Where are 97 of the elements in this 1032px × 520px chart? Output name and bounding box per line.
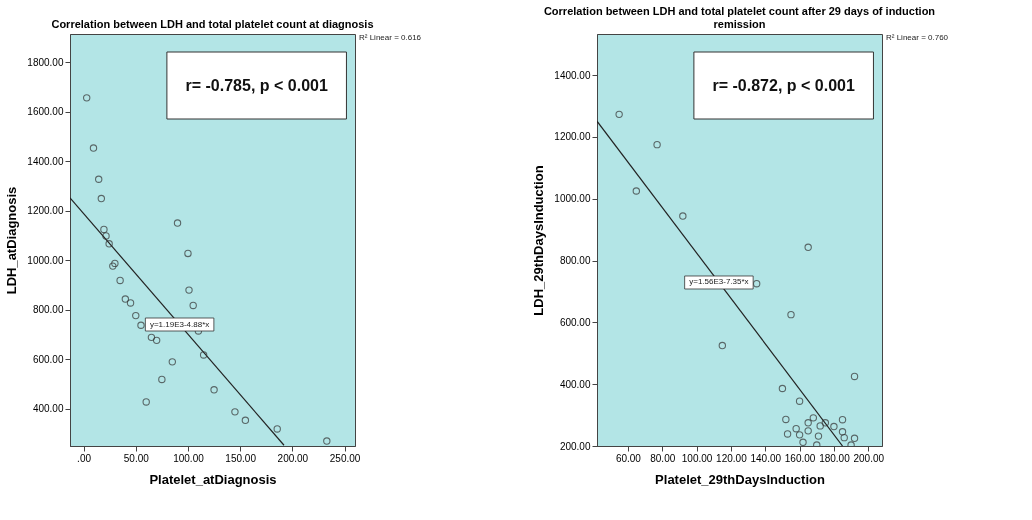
y-tick-label: 800.00 [32, 304, 64, 316]
point [121, 295, 130, 303]
y-tick-label: 1200.00 [554, 131, 591, 143]
point [799, 438, 807, 446]
point [273, 425, 281, 433]
y-tick-label: 1400.00 [27, 155, 64, 167]
point [142, 398, 150, 406]
point [95, 175, 103, 183]
point [804, 243, 812, 251]
point [116, 276, 124, 285]
y-tick-label: 1400.00 [554, 69, 591, 81]
y-axis-title: LDH_29thDaysInduction [531, 165, 547, 316]
point [152, 336, 161, 345]
y-tick-label: 200.00 [559, 440, 591, 452]
point [816, 422, 824, 430]
point [838, 428, 847, 436]
point [752, 280, 761, 288]
point [132, 311, 140, 320]
point [850, 434, 859, 442]
y-tick-label: 1000.00 [554, 193, 591, 205]
x-tick-label: 200.00 [277, 452, 309, 464]
y-axis-title: LDH_atDiagnosis [4, 186, 20, 295]
point [89, 144, 98, 152]
point [126, 299, 135, 307]
point [111, 259, 119, 268]
point [840, 433, 848, 442]
x-tick-label: 120.00 [716, 452, 748, 464]
x-tick-label: 80.00 [650, 452, 676, 464]
point [168, 358, 177, 366]
point [100, 225, 108, 234]
point [158, 375, 166, 384]
x-tick-label: 100.00 [681, 452, 713, 464]
point [830, 422, 838, 431]
point [804, 419, 812, 427]
point [814, 432, 823, 440]
point [809, 414, 818, 422]
point [838, 416, 847, 424]
point [147, 333, 156, 342]
x-tick-label: 250.00 [329, 452, 361, 464]
annotation: y=1.56E3-7.35*x [689, 277, 749, 287]
annotation: r= -0.785, p < 0.001 [185, 77, 328, 94]
point [653, 140, 661, 149]
y-tick-label: 400.00 [32, 403, 64, 415]
chart-title: Correlation between LDH and total platelet count after 29 days of induction remission [543, 5, 936, 30]
point [795, 397, 804, 405]
point [184, 249, 192, 258]
point [783, 430, 792, 438]
point [679, 212, 687, 220]
x-tick-label: 60.00 [615, 452, 642, 464]
x-tick-label: 50.00 [123, 452, 150, 464]
x-tick-label: 180.00 [819, 452, 851, 464]
x-tick-label: 160.00 [784, 452, 816, 464]
point [199, 351, 208, 359]
point [795, 431, 804, 439]
point [787, 310, 795, 319]
y-tick-label: 400.00 [559, 378, 591, 390]
x-tick-label: 200.00 [853, 452, 885, 464]
point [173, 219, 182, 227]
chart-title: Correlation between LDH and total platelet count at diagnosis [51, 18, 374, 30]
x-tick-label: 140.00 [750, 452, 782, 464]
point [804, 427, 812, 435]
point [632, 187, 641, 195]
point [137, 321, 145, 329]
point [109, 262, 117, 270]
x-tick-label: 150.00 [225, 452, 257, 464]
text: R² Linear = 0.760 [886, 33, 949, 42]
x-tick-label: .00 [77, 452, 92, 464]
x-axis-title: Platelet_atDiagnosis [149, 471, 277, 487]
y-tick-label: 1600.00 [27, 106, 64, 118]
annotation: r= -0.872, p < 0.001 [712, 77, 855, 94]
x-axis-title: Platelet_29thDaysInduction [655, 471, 825, 487]
point [778, 384, 787, 393]
y-tick-label: 1200.00 [27, 205, 64, 217]
point [792, 424, 800, 433]
point [718, 341, 727, 350]
y-tick-label: 1800.00 [27, 56, 64, 68]
y-tick-label: 800.00 [559, 255, 591, 267]
point [615, 110, 623, 119]
point [185, 286, 193, 294]
point [210, 386, 218, 394]
point [241, 416, 250, 424]
y-tick-label: 1000.00 [27, 254, 64, 266]
point [323, 437, 331, 445]
point [821, 419, 830, 427]
x-tick-label: 100.00 [173, 452, 205, 464]
annotation: y=1.19E3-4.88*x [149, 319, 210, 329]
y-tick-label: 600.00 [32, 353, 64, 365]
point [850, 372, 859, 381]
point [97, 194, 106, 203]
point [189, 301, 197, 310]
point [105, 240, 113, 248]
point [782, 415, 790, 424]
point [231, 408, 239, 416]
point [82, 94, 91, 102]
point [102, 232, 110, 240]
text: R² Linear = 0.616 [359, 33, 422, 42]
y-tick-label: 600.00 [559, 316, 591, 328]
